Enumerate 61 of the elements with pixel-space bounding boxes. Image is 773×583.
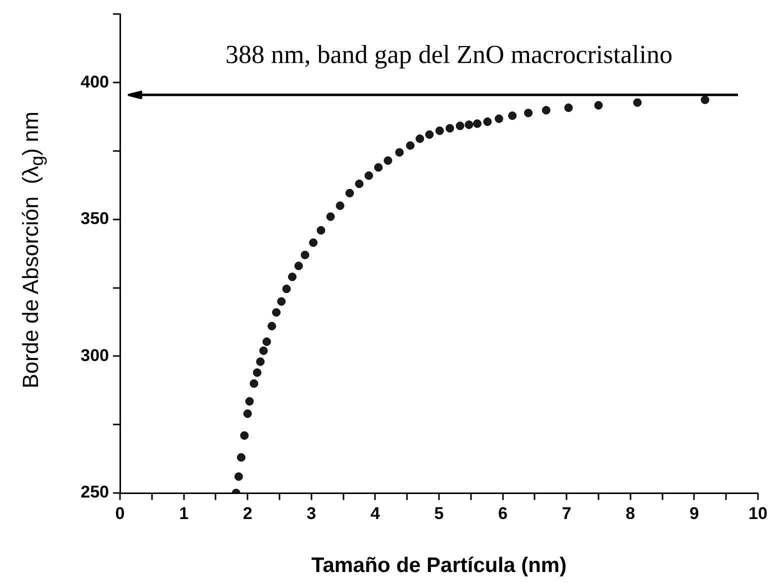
x-tick-label: 5 (434, 504, 444, 523)
point (316, 226, 326, 235)
point (309, 238, 318, 247)
point (364, 171, 374, 180)
x-axis-title: Tamaño de Partícula (nm) (311, 554, 567, 577)
point (435, 126, 444, 136)
x-tick-label: 3 (306, 504, 316, 523)
point (294, 262, 303, 270)
x-tick-label: 4 (370, 504, 380, 523)
point (483, 117, 492, 126)
x-tick-label: 1 (179, 504, 189, 523)
point (282, 284, 291, 294)
point (236, 453, 246, 462)
point (355, 180, 364, 188)
x-tick-label: 10 (748, 504, 768, 523)
point (564, 104, 573, 112)
point (268, 322, 276, 330)
point (494, 114, 504, 123)
point (473, 119, 482, 128)
point (508, 111, 517, 120)
point (245, 397, 254, 406)
x-tick-label: 2 (242, 504, 252, 523)
point (594, 101, 603, 110)
point (446, 124, 454, 133)
point (262, 337, 271, 346)
x-tick-label: 8 (626, 504, 636, 523)
point (384, 156, 392, 165)
point (345, 188, 354, 198)
x-tick-label: 7 (562, 504, 572, 523)
point (326, 212, 335, 221)
point (240, 431, 249, 440)
point (250, 379, 258, 388)
point (700, 96, 710, 104)
point (288, 272, 297, 282)
point (542, 106, 550, 114)
point (234, 472, 243, 481)
point (256, 357, 265, 366)
point (336, 201, 344, 210)
x-tick-label: 0 (115, 504, 125, 523)
point (243, 409, 252, 418)
point (277, 297, 286, 306)
point (406, 141, 415, 150)
point (374, 163, 383, 172)
annotation: 388 nm, band gap del ZnO macrocristalino (226, 40, 672, 70)
y-tick-label: 350 (80, 209, 109, 228)
point (524, 108, 533, 118)
x-tick-label: 6 (498, 504, 508, 523)
point (456, 122, 464, 130)
point (464, 120, 474, 129)
point (252, 368, 262, 377)
x-tick-label: 9 (689, 504, 699, 523)
y-tick-label: 300 (80, 346, 109, 365)
point (272, 308, 281, 317)
point (425, 130, 434, 139)
point (395, 148, 404, 157)
point (300, 250, 310, 260)
y-tick-label: 250 (80, 482, 109, 502)
point (633, 98, 642, 107)
point (416, 134, 424, 143)
point (259, 346, 268, 355)
y-tick-label: 400 (80, 72, 109, 92)
